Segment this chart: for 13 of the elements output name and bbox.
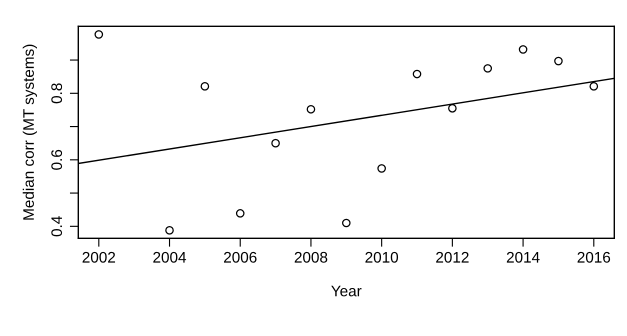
x-tick-label: 2016	[578, 252, 610, 263]
y-tick-label: 0.4	[51, 216, 62, 236]
x-tick-label: 2010	[365, 252, 398, 263]
y-tick-label: 0.8	[51, 83, 62, 104]
x-tick-label: 2002	[82, 252, 116, 263]
y-axis-title: Median corr (MT systems)	[22, 44, 37, 220]
x-tick-label: 2014	[506, 252, 540, 263]
x-tick-label: 2008	[294, 252, 328, 263]
x-tick-label: 2012	[436, 252, 469, 263]
x-axis-title: Year	[331, 286, 362, 296]
x-tick-label: 2004	[153, 252, 186, 263]
x-tick-label: 2006	[224, 252, 257, 263]
y-tick-label: 0.6	[51, 150, 62, 170]
